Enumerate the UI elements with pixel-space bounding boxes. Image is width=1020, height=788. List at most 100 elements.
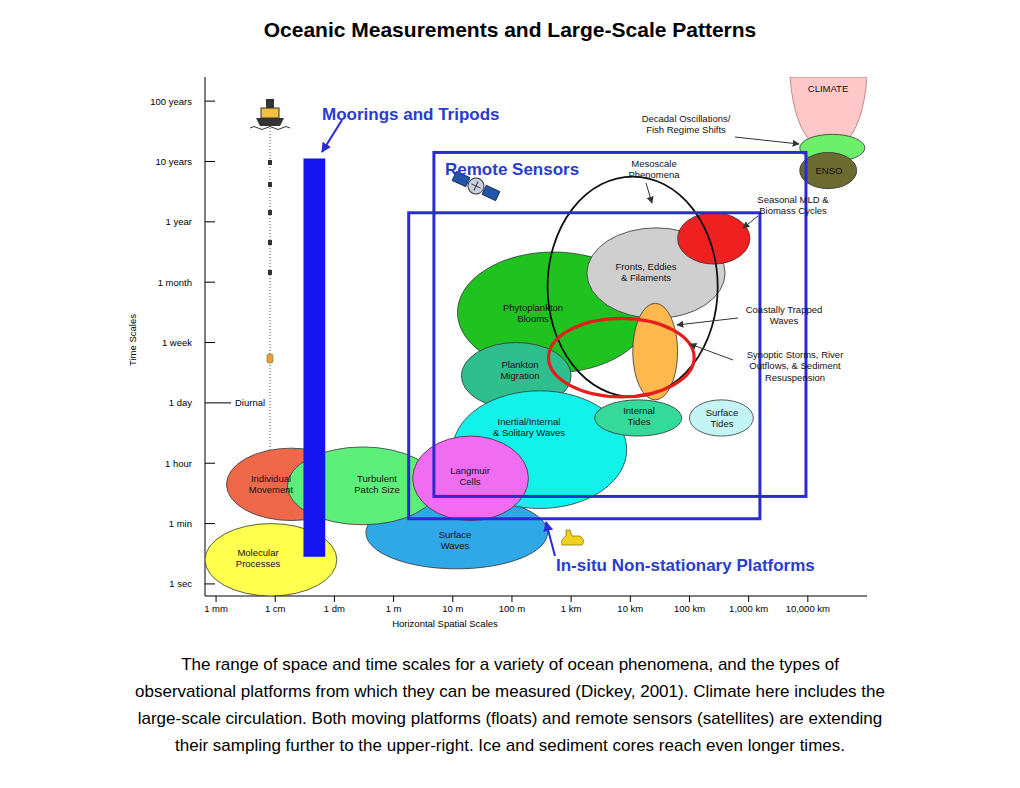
label-line: Tides — [711, 418, 734, 429]
region-label: Moorings and Tripods — [322, 105, 500, 124]
buoy-body — [261, 108, 279, 118]
x-tick-label: 1 dm — [324, 603, 345, 614]
buoy-hull — [256, 118, 284, 126]
label-line: ENSO — [816, 165, 843, 176]
label-arrow — [677, 318, 738, 325]
region-label: SurfaceWaves — [439, 529, 472, 551]
mooring-sensor — [268, 240, 272, 245]
region-label: TurbulentPatch Size — [354, 473, 399, 495]
platform-bar — [303, 158, 325, 556]
x-tick-label: 1 km — [561, 603, 582, 614]
x-tick-label: 100 m — [499, 603, 525, 614]
label-line: Waves — [770, 315, 799, 326]
label-line: Resuspension — [765, 372, 825, 383]
x-tick-label: 1 mm — [204, 603, 228, 614]
caption: observational platforms from which they … — [135, 682, 885, 701]
region-label: Fronts, Eddies& Filaments — [615, 261, 676, 283]
x-tick-label: 1,000 km — [729, 603, 768, 614]
region-label: LangmuirCells — [450, 465, 490, 487]
float-body — [562, 530, 584, 545]
label-arrow — [646, 183, 652, 203]
label-line: Fish Regime Shifts — [646, 124, 726, 135]
x-tick-label: 1 cm — [265, 603, 286, 614]
y-tick-label: 1 sec — [169, 578, 192, 589]
annotation: Diurnal — [235, 397, 265, 408]
y-tick — [205, 402, 215, 403]
y-tick-label: 1 hour — [165, 458, 192, 469]
y-axis-title: Time Scales — [127, 314, 138, 366]
y-tick — [205, 282, 215, 283]
region-label: Seasonal MLD &Biomass Cycles — [757, 194, 829, 216]
chart: Oceanic Measurements and Large-Scale Pat… — [0, 0, 1020, 788]
label-arrow — [546, 522, 555, 556]
mooring-icon — [250, 99, 290, 505]
y-tick — [205, 221, 215, 222]
x-tick — [511, 596, 512, 602]
title: Oceanic Measurements and Large-Scale Pat… — [264, 18, 757, 41]
label-line: Phytoplankton — [503, 302, 563, 313]
solar-panel — [482, 185, 500, 200]
label-arrow — [322, 120, 342, 152]
y-tick — [205, 101, 215, 102]
label-line: Moorings and Tripods — [322, 105, 500, 124]
label-line: & Solitary Waves — [493, 427, 565, 438]
label-line: Plankton — [502, 359, 539, 370]
y-tick — [205, 463, 215, 464]
x-tick-label: 10 m — [442, 603, 463, 614]
x-tick — [748, 596, 749, 602]
label-line: Processes — [236, 558, 281, 569]
region-label: Synoptic Storms, RiverOutflows, & Sedime… — [747, 349, 844, 383]
region-label: SurfaceTides — [706, 407, 739, 429]
label-line: Coastally Trapped — [746, 304, 823, 315]
phenomenon-region — [595, 400, 682, 436]
label-line: Outflows, & Sediment — [749, 360, 841, 371]
phenomenon-region — [413, 436, 529, 520]
label-line: Seasonal MLD & — [757, 194, 829, 205]
label-line: Langmuir — [450, 465, 490, 476]
mooring-sensor — [267, 354, 273, 363]
y-tick-label: 10 years — [156, 156, 193, 167]
x-tick-label: 1 m — [386, 603, 402, 614]
background — [0, 0, 1020, 788]
label-line: Inertial/Internal — [498, 416, 561, 427]
y-tick — [205, 523, 215, 524]
mooring-sensor — [268, 182, 272, 187]
y-tick-label: 100 years — [150, 96, 192, 107]
x-tick — [334, 596, 335, 602]
float-icon — [562, 530, 584, 545]
x-axis-title: Horizontal Spatial Scales — [392, 618, 498, 629]
y-tick-label: 1 day — [169, 397, 192, 408]
x-tick — [807, 596, 808, 602]
buoy-top — [266, 99, 274, 108]
x-tick — [216, 596, 217, 602]
label-arrow — [690, 344, 733, 360]
label-line: Migration — [500, 370, 539, 381]
region-label: Remote Sensors — [445, 160, 579, 179]
region-label: CLIMATE — [808, 83, 848, 94]
label-line: Blooms — [517, 313, 549, 324]
buoy-waves — [250, 127, 290, 130]
x-tick — [689, 596, 690, 602]
label-line: CLIMATE — [808, 83, 848, 94]
label-line: Individual — [251, 473, 291, 484]
label-line: Internal — [623, 405, 655, 416]
label-line: Mesoscale — [631, 158, 676, 169]
label-line: Remote Sensors — [445, 160, 579, 179]
region-label: Decadal Oscillations/Fish Regime Shifts — [642, 113, 731, 135]
region-label: PlanktonMigration — [500, 359, 539, 381]
phenomenon-outline — [548, 177, 718, 397]
region-label: MolecularProcesses — [236, 547, 281, 569]
y-tick — [205, 583, 215, 584]
label-line: Synoptic Storms, River — [747, 349, 844, 360]
x-tick — [452, 596, 453, 602]
phenomenon-outline — [549, 318, 695, 396]
y-tick-label: 1 week — [162, 337, 192, 348]
x-tick — [571, 596, 572, 602]
label-arrow — [735, 137, 799, 144]
mooring-sensor — [268, 210, 272, 215]
label-line: Biomass Cycles — [759, 205, 827, 216]
annotation-tick — [215, 402, 231, 403]
y-tick-label: 1 min — [169, 518, 192, 529]
region-label: Coastally TrappedWaves — [746, 304, 823, 326]
satellite-detail — [469, 179, 482, 192]
